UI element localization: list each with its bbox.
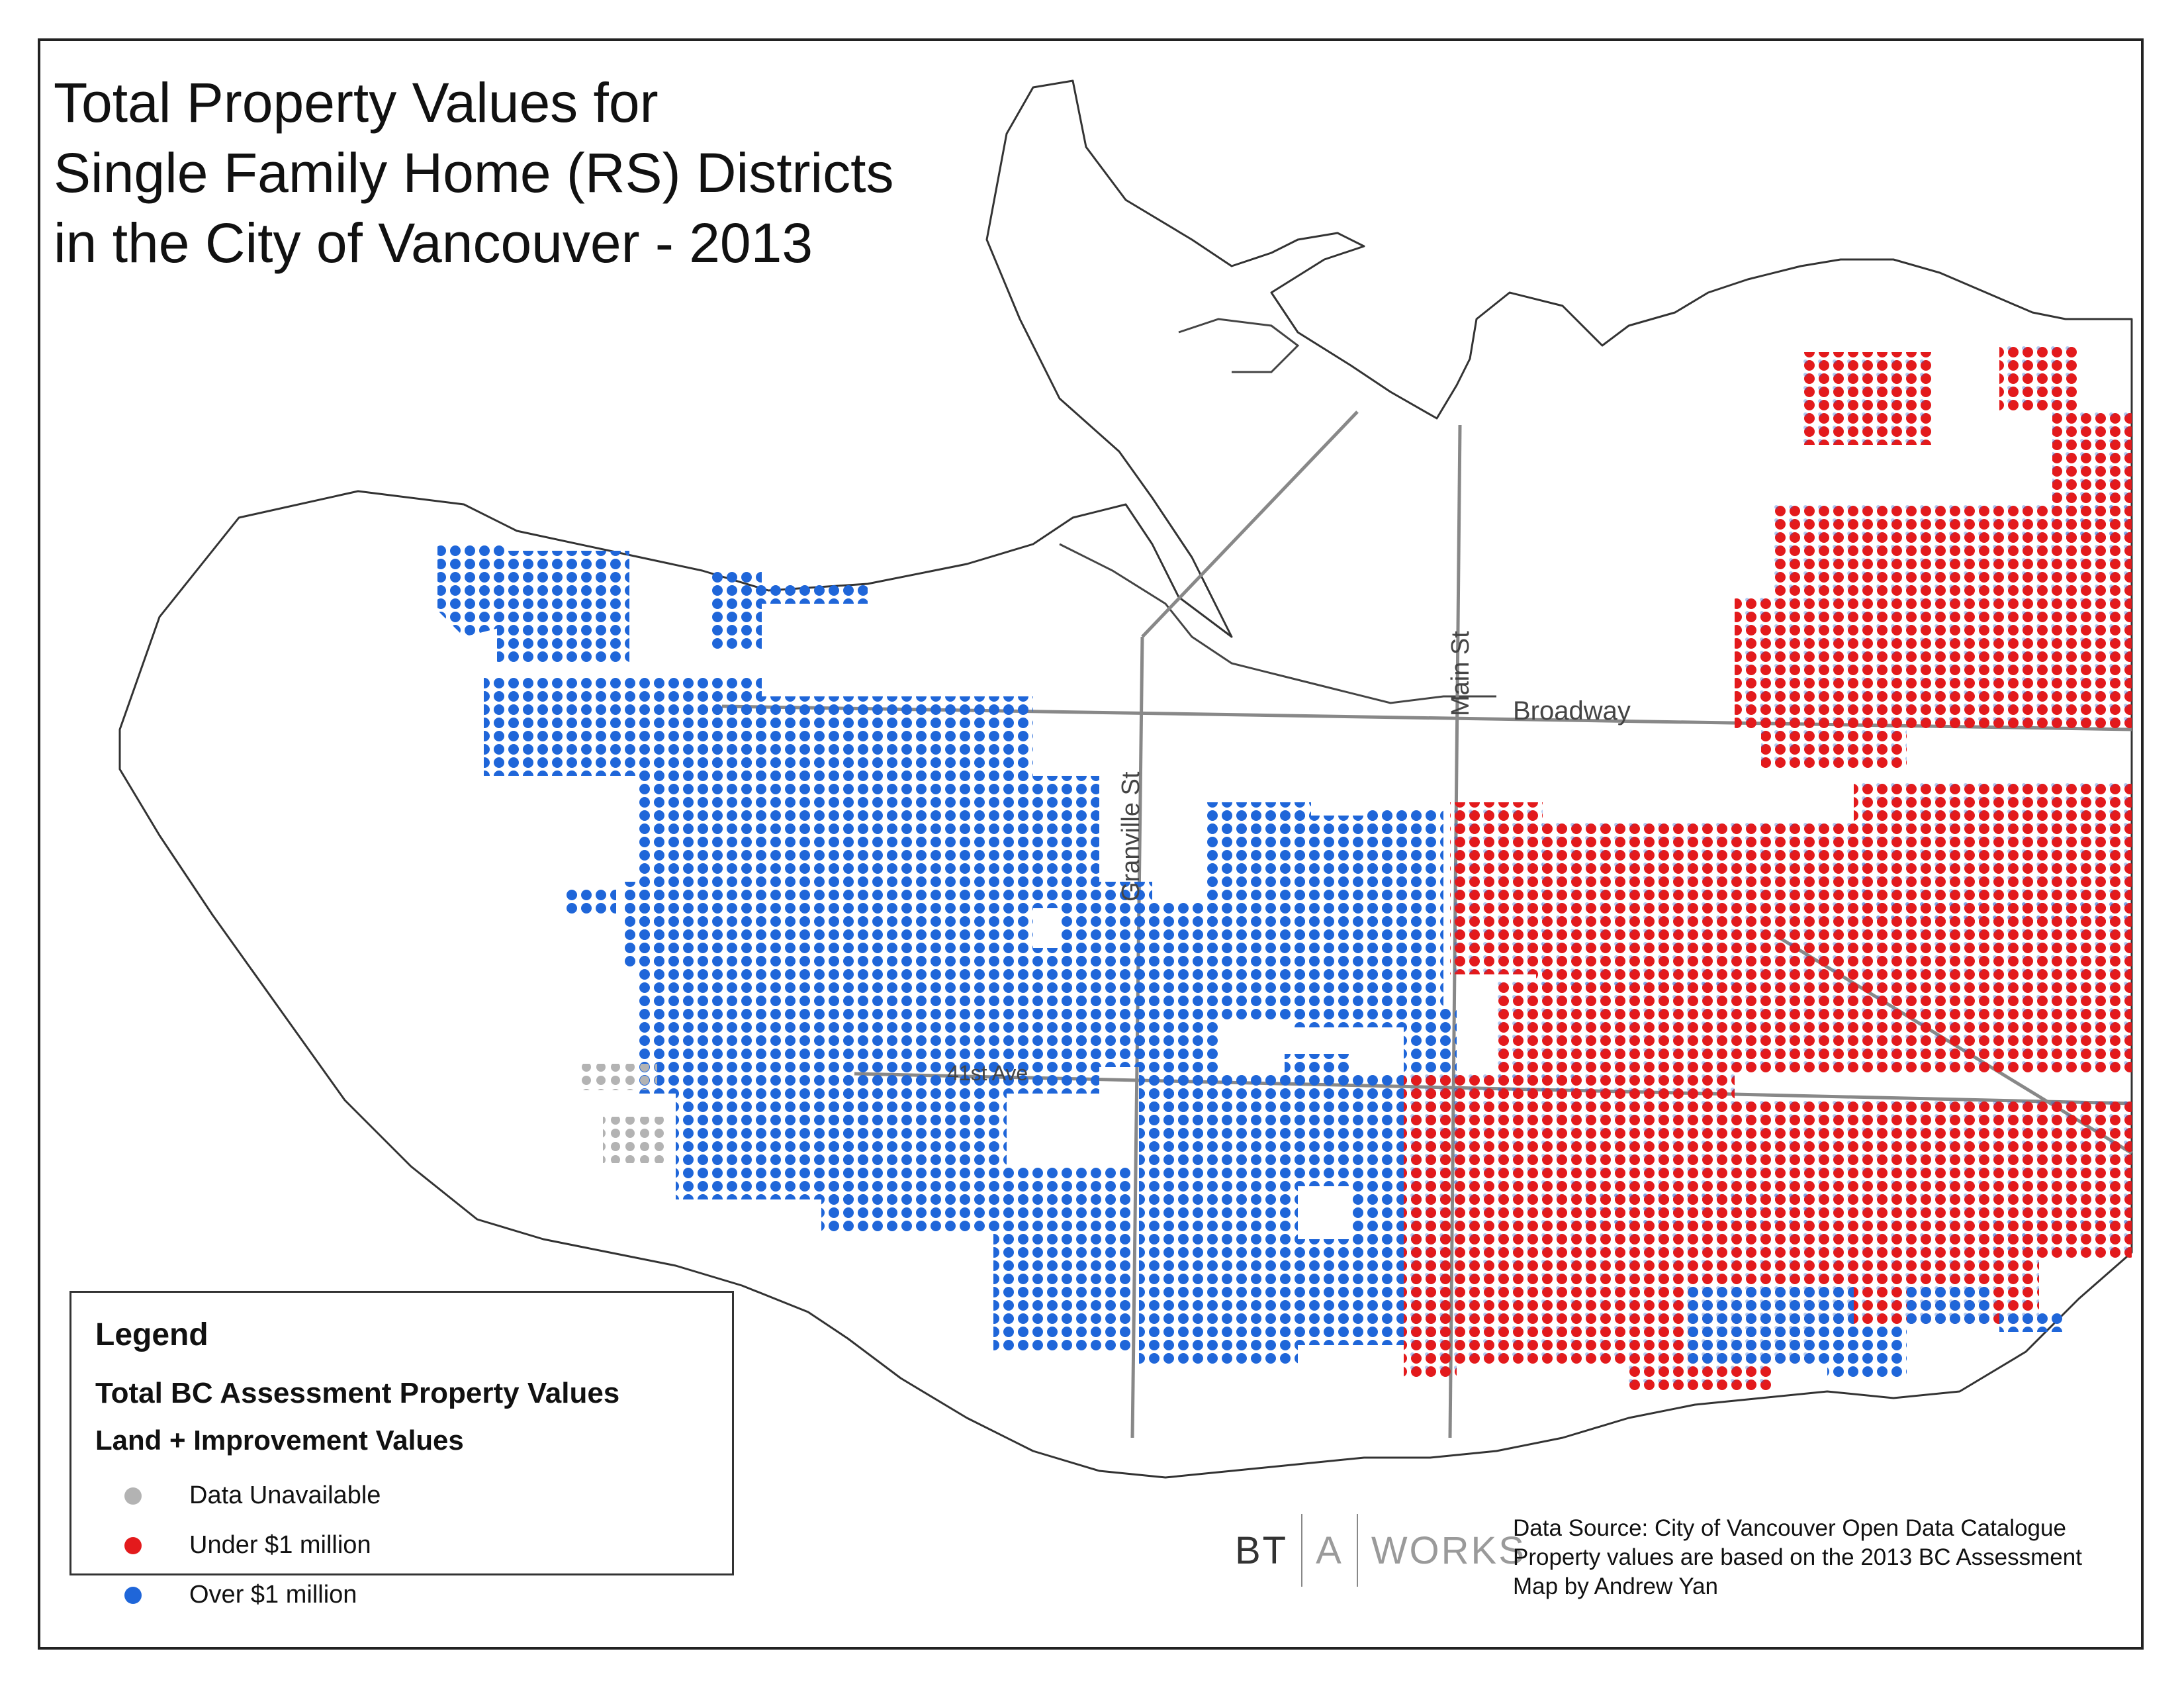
red-dot-icon (124, 1536, 142, 1554)
legend-item-unavailable: Data Unavailable (95, 1471, 708, 1521)
legend-subheading: Land + Improvement Values (95, 1425, 464, 1456)
logo-a: A (1316, 1528, 1343, 1572)
legend-label-unavailable: Data Unavailable (189, 1481, 381, 1509)
label-granville-st: Granville St (1117, 771, 1145, 902)
source-line-2: Property values are based on the 2013 BC… (1513, 1544, 2082, 1570)
source-line-3: Map by Andrew Yan (1513, 1573, 1719, 1599)
label-main-st: Main St (1447, 631, 1475, 716)
title-line-1: Total Property Values for (54, 71, 659, 134)
under-1m-parcels (1404, 346, 2132, 1391)
legend-box: Legend Total BC Assessment Property Valu… (69, 1291, 734, 1609)
road-granville-north (1141, 410, 1359, 638)
legend-heading: Total BC Assessment Property Values (95, 1377, 620, 1409)
label-broadway: Broadway (1513, 696, 1631, 726)
legend-label-over: Over $1 million (189, 1581, 357, 1609)
map-frame: Main St Granville St Broadway 41st Ave T… (38, 38, 2144, 1650)
bta-works-logo: BT A WORKS (1235, 1511, 1526, 1590)
gray-dot-icon (124, 1487, 142, 1505)
data-unavailable-parcels (578, 1064, 669, 1163)
data-source-note: Data Source: City of Vancouver Open Data… (1513, 1514, 2141, 1601)
city-outline (118, 79, 2133, 1479)
title-line-3: in the City of Vancouver - 2013 (54, 212, 813, 274)
label-41st-ave: 41st Ave (947, 1061, 1028, 1085)
logo-works: WORKS (1371, 1528, 1526, 1572)
logo-divider-2 (1356, 1514, 1358, 1587)
over-1m-parcels (437, 544, 1457, 1365)
shoreline-detail-2 (1178, 318, 1300, 373)
legend-item-over: Over $1 million (95, 1570, 708, 1620)
title-line-2: Single Family Home (RS) Districts (54, 142, 894, 204)
legend-item-under: Under $1 million (95, 1521, 708, 1570)
map-title: Total Property Values for Single Family … (54, 68, 1113, 278)
source-line-1: Data Source: City of Vancouver Open Data… (1513, 1515, 2066, 1541)
logo-bt: BT (1235, 1528, 1289, 1572)
shoreline-detail (1059, 543, 1496, 704)
blue-dot-icon (124, 1586, 142, 1604)
legend-label-under: Under $1 million (189, 1531, 371, 1559)
over-1m-parcels-east (1688, 1286, 2066, 1378)
property-value-map: Main St Granville St Broadway 41st Ave (118, 79, 2133, 1479)
legend-title: Legend (95, 1317, 208, 1352)
logo-divider (1301, 1514, 1303, 1587)
